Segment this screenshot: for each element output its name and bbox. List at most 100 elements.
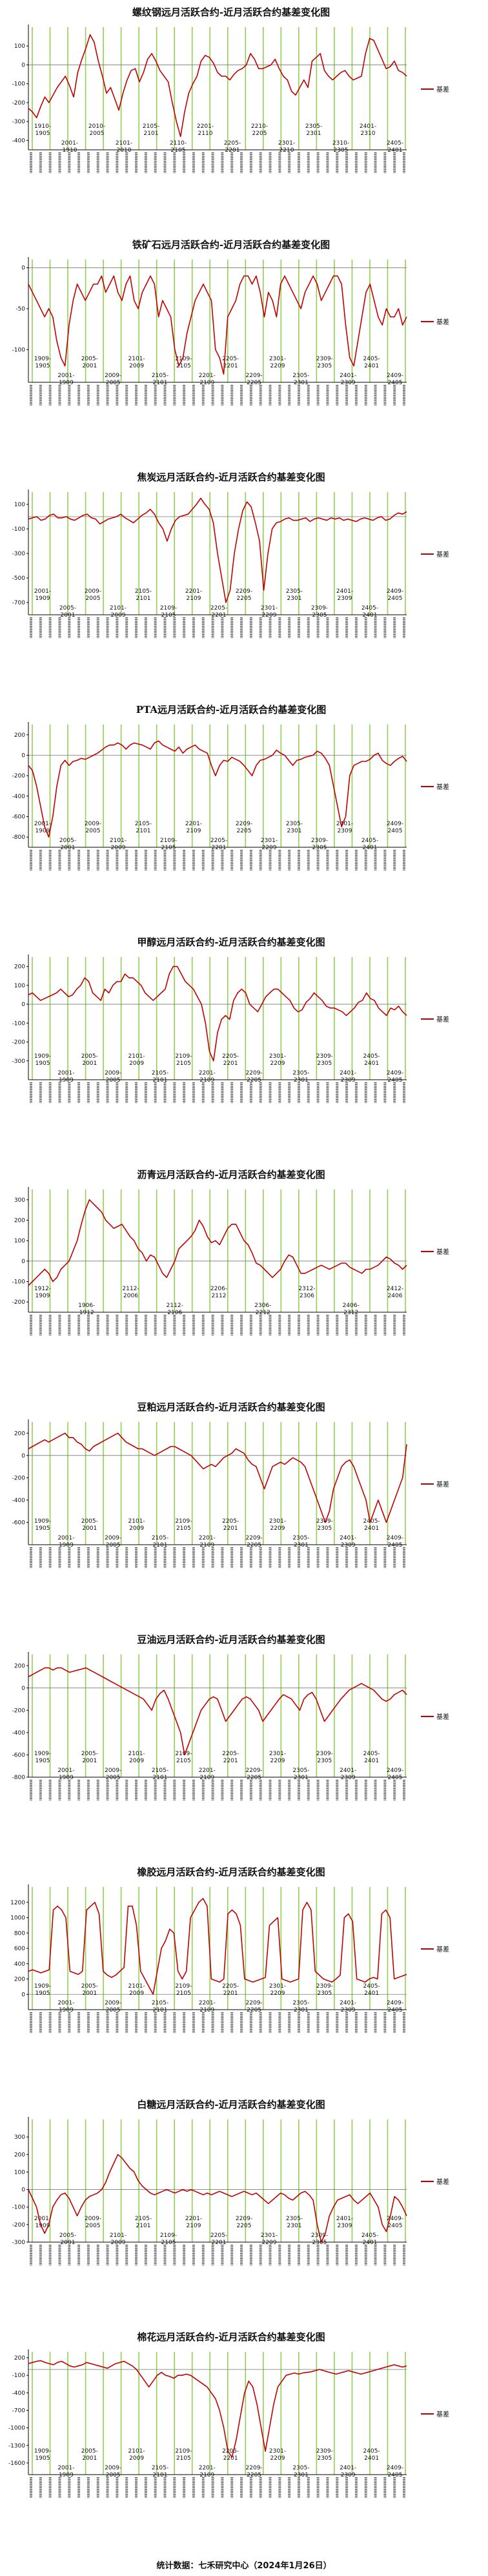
contract-label: 2005	[106, 2472, 121, 2478]
chart-title: 甲醇远月活跃合约-近月活跃合约基差变化图	[137, 936, 325, 948]
contract-label: 2405-	[387, 140, 403, 147]
y-tick-label: -300	[12, 551, 26, 557]
contract-label: 2309	[341, 2472, 356, 2478]
chart-title: 豆油远月活跃合约-近月活跃合约基差变化图	[137, 1634, 325, 1645]
contract-label: 2305	[317, 1758, 332, 1764]
contract-label: 2405	[388, 2472, 403, 2478]
contract-label: 2301	[294, 1077, 309, 1084]
contract-label: 2309	[341, 1077, 356, 1084]
chart-panel: PTA远月活跃合约-近月活跃合约基差变化图 200 0 -200 -400 -600 -80…	[0, 697, 488, 930]
contract-label: 1910-	[34, 123, 51, 130]
contract-label: 2409-	[387, 1070, 403, 1077]
contract-label: 2201-	[199, 1070, 216, 1077]
contract-label: 2109	[199, 1775, 214, 1781]
chart-panel: 螺纹钢远月活跃合约-近月活跃合约基差变化图 100 0 -100 -200 -300 -40…	[0, 0, 488, 232]
contract-label: 2212	[256, 1310, 270, 1316]
chart-svg: 棉花远月活跃合约-近月活跃合约基差变化图 200 -100 -400 -700 -1000…	[8, 2331, 449, 2498]
contract-label: 2105-	[143, 123, 159, 130]
contract-label: 2009-	[105, 373, 121, 379]
y-tick-label: -100	[12, 2205, 26, 2211]
y-tick-label: -600	[12, 1752, 26, 1758]
contract-label: 2406	[388, 1293, 403, 1299]
contract-label: 2109-	[160, 2232, 177, 2239]
legend-label: 基差	[436, 1248, 449, 1256]
contract-label: 2405-	[363, 1053, 380, 1060]
contract-label: 2009	[129, 2455, 144, 2462]
chart-title: PTA远月活跃合约-近月活跃合约基差变化图	[136, 704, 327, 716]
contract-label: 2110	[198, 130, 213, 137]
contract-label: 2405	[388, 2007, 403, 2014]
contract-label: 2301	[287, 2223, 302, 2229]
contract-label: 2109	[187, 2223, 201, 2229]
contract-label: 2205	[237, 595, 252, 602]
contract-label: 2206-	[210, 1286, 227, 1292]
contract-label: 2001	[82, 2455, 97, 2462]
y-tick-label: 200	[14, 1218, 25, 1224]
y-tick-label: -700	[12, 600, 26, 606]
chart-title: 白糖远月活跃合约-近月活跃合约基差变化图	[137, 2099, 325, 2110]
chart-title: 沥青远月活跃合约-近月活跃合约基差变化图	[137, 1169, 325, 1180]
legend-label: 基差	[436, 550, 449, 559]
contract-label: 2205	[247, 2007, 261, 2014]
contract-label: 2001-	[57, 2000, 74, 2006]
contract-label: 2401-	[340, 2000, 356, 2006]
chart-title: 焦炭远月活跃合约-近月活跃合约基差变化图	[136, 471, 325, 483]
contract-label: 2405-	[363, 1518, 380, 1525]
chart-svg: 豆粕远月活跃合约-近月活跃合约基差变化图 200 0 -200 -400 -600 1909…	[12, 1401, 449, 1568]
contract-label: 2001-	[57, 2465, 74, 2471]
legend-label: 基差	[436, 318, 449, 326]
contract-label: 2309	[341, 1775, 356, 1781]
contract-label: 2305-	[292, 2465, 309, 2471]
contract-label: 2406-	[343, 1303, 360, 1309]
y-tick-label: 100	[14, 983, 25, 989]
y-tick-label: -400	[12, 138, 26, 144]
contract-label: 1909	[59, 2007, 74, 2014]
basis-series-line	[28, 34, 407, 138]
contract-label: 1909-	[34, 356, 51, 362]
contract-label: 2309	[338, 2223, 352, 2229]
contract-label: 2201-	[199, 2000, 216, 2006]
contract-label: 2306-	[254, 1303, 271, 1309]
contract-label: 2209-	[246, 373, 263, 379]
y-tick-label: 200	[14, 1430, 25, 1437]
contract-label: 2205-	[222, 1751, 239, 1757]
contract-label: 2101-	[128, 1751, 145, 1757]
contract-label: 2405	[388, 2223, 403, 2229]
legend-label: 基差	[436, 783, 449, 791]
contract-label: 2005	[106, 1542, 121, 1549]
contract-label: 2109-	[175, 1751, 192, 1757]
contract-label: 1909-	[34, 1518, 51, 1525]
contract-label: 2209	[262, 612, 277, 619]
basis-series-line	[28, 1199, 407, 1286]
contract-label: 2309-	[316, 1053, 333, 1060]
contract-label: 2001	[82, 1525, 97, 1532]
contract-label: 2005	[106, 1077, 121, 1084]
contract-label: 2301	[307, 130, 321, 137]
contract-label: 2105	[161, 612, 176, 619]
contract-label: 2305-	[292, 1070, 309, 1077]
contract-label: 1905	[36, 2455, 50, 2462]
contract-label: 2109-	[175, 1053, 192, 1060]
contract-label: 1905	[36, 363, 50, 369]
contract-label: 2205	[247, 1542, 261, 1549]
contract-label: 2109	[187, 828, 201, 834]
contract-label: 2205	[237, 828, 252, 834]
contract-label: 2401-	[336, 821, 353, 827]
chart-svg: 螺纹钢远月活跃合约-近月活跃合约基差变化图 100 0 -100 -200 -300 -40…	[12, 6, 449, 173]
contract-label: 2101	[153, 1077, 168, 1084]
y-tick-label: 1200	[10, 1900, 25, 1906]
contract-label: 2405	[388, 380, 403, 386]
contract-label: 2209	[270, 2455, 285, 2462]
chart-title: 橡胶远月活跃合约-近月活跃合约基差变化图	[137, 1866, 325, 1878]
y-tick-label: 0	[21, 2187, 25, 2194]
contract-label: 2209-	[246, 1767, 263, 1774]
contract-label: 1909	[36, 1293, 50, 1299]
contract-label: 2201	[223, 1525, 238, 1532]
contract-label: 2101-	[128, 2448, 145, 2455]
y-tick-label: 200	[14, 1977, 25, 1983]
contract-label: 2209	[270, 1525, 285, 1532]
contract-label: 2405-	[363, 1983, 380, 1990]
contract-label: 2401	[363, 845, 378, 851]
contract-label: 2205	[237, 2223, 252, 2229]
contract-label: 2109	[187, 595, 201, 602]
